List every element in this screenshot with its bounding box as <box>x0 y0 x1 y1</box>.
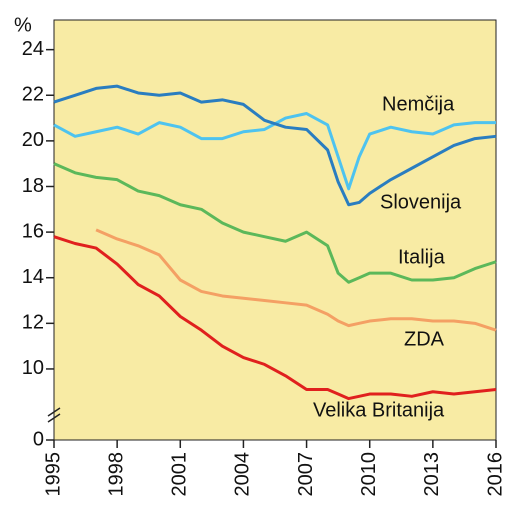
series-line <box>95 228 497 332</box>
x-tick-label: 2010 <box>358 452 380 497</box>
plot-area <box>53 19 497 441</box>
y-tick-label: 22 <box>22 84 44 106</box>
x-tick-label: 1995 <box>42 452 64 497</box>
y-tick-label: 12 <box>22 312 44 334</box>
y-tick-label: 16 <box>22 220 44 242</box>
axis-break <box>47 413 61 423</box>
series-label: ZDA <box>404 328 445 350</box>
x-tick-label: 2004 <box>232 452 254 497</box>
x-tick-label: 2013 <box>421 452 443 497</box>
x-tick-label: 2007 <box>295 452 317 497</box>
y-tick-label: 18 <box>22 175 44 197</box>
x-tick-label: 2001 <box>169 452 191 497</box>
series-label: Slovenija <box>380 191 462 213</box>
series-label: Nemčija <box>382 93 455 115</box>
axis-break <box>47 407 61 417</box>
series-label: Italija <box>398 246 446 268</box>
x-tick-label: 1998 <box>105 452 127 497</box>
x-tick-label: 2016 <box>484 452 506 497</box>
y-tick-label: 0 <box>33 428 44 450</box>
y-axis-label: % <box>14 14 32 36</box>
series-line <box>53 84 497 207</box>
series-line <box>53 235 497 401</box>
series-line <box>53 112 496 191</box>
y-tick-label: 14 <box>22 266 44 288</box>
series-line <box>53 162 497 284</box>
y-tick-label: 10 <box>22 357 44 379</box>
y-tick-label: 20 <box>22 129 44 151</box>
series-label: Velika Britanija <box>313 399 445 421</box>
y-tick-label: 24 <box>22 38 44 60</box>
